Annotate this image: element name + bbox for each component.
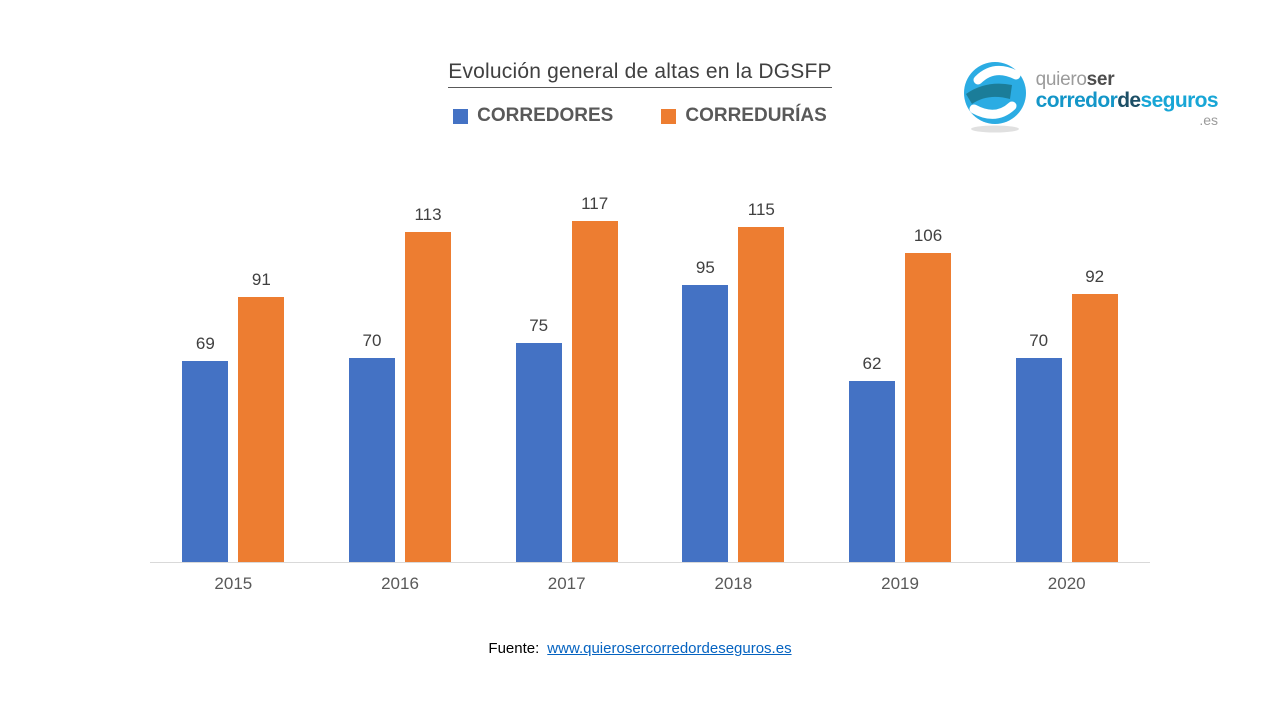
bar-value-label: 117 [581, 194, 609, 213]
bar-col-corredores-2020: 70 [1015, 331, 1062, 562]
bar-value-label: 92 [1085, 267, 1105, 286]
x-axis-label-2018: 2018 [714, 574, 753, 593]
source-link[interactable]: www.quierosercorredordeseguros.es [547, 640, 792, 657]
logo-word-ser: ser [1086, 69, 1115, 90]
chart-legend: CORREDORES CORREDURÍAS [0, 105, 1280, 127]
bar-corredurias-2018 [738, 227, 785, 562]
bar-chart: 69 91 70 113 75 117 95 115 62 106 70 92 [150, 194, 1150, 563]
x-axis: 2015 2016 2017 2018 2019 2020 [150, 574, 1150, 594]
x-axis-label-2020: 2020 [1047, 574, 1086, 593]
bar-value-label: 69 [195, 334, 215, 353]
bar-value-label: 62 [862, 354, 882, 373]
bar-value-label: 95 [695, 258, 715, 277]
bar-corredurias-2019 [905, 253, 952, 562]
bar-col-corredurias-2019: 106 [905, 226, 952, 562]
legend-item-corredores: CORREDORES [453, 105, 613, 127]
x-axis-label-2016: 2016 [381, 574, 419, 593]
bar-col-corredores-2016: 70 [349, 331, 395, 562]
bar-group-2016: 70 113 [317, 205, 484, 562]
legend-swatch-corredurias [661, 108, 677, 124]
legend-swatch-corredores [453, 108, 469, 124]
bar-value-label: 91 [251, 270, 271, 289]
bar-value-label: 70 [362, 331, 382, 350]
x-axis-label-2017: 2017 [547, 574, 586, 593]
bar-group-2019: 62 106 [817, 212, 984, 562]
bar-group-2015: 69 91 [150, 212, 317, 562]
logo-text: quieroser corredordeseguros .es [1035, 58, 1219, 128]
logo-line2: corredordeseguros [1035, 88, 1219, 112]
legend-label-corredurias: CORREDURÍAS [685, 105, 827, 126]
bar-col-corredores-2019: 62 [849, 354, 896, 562]
bar-corredores-2018 [682, 285, 729, 562]
bar-col-corredurias-2017: 117 [571, 194, 618, 562]
bar-col-corredurias-2015: 91 [238, 270, 285, 562]
logo-word-corredor: corredor [1035, 88, 1118, 112]
bar-col-corredores-2018: 95 [682, 258, 729, 562]
bar-corredores-2020 [1015, 358, 1062, 562]
bar-col-corredores-2017: 75 [515, 316, 562, 562]
bar-corredores-2019 [849, 381, 896, 562]
logo-word-seguros: seguros [1140, 88, 1219, 112]
logo-line1: quieroser [1036, 70, 1218, 90]
bar-corredores-2016 [349, 358, 395, 562]
bar-corredurias-2020 [1071, 294, 1118, 562]
bar-value-label: 75 [529, 316, 549, 335]
bar-corredurias-2017 [571, 221, 618, 562]
x-axis-label-2015: 2015 [214, 574, 253, 593]
logo-word-quiero: quiero [1035, 69, 1087, 90]
source-line: Fuente: www.quierosercorredordeseguros.es [0, 640, 1280, 657]
bar-group-2020: 70 92 [983, 212, 1150, 562]
logo-word-de: de [1117, 88, 1141, 112]
chart-header: Evolución general de altas en la DGSFP C… [0, 60, 1280, 127]
chart-title: Evolución general de altas en la DGSFP [448, 60, 832, 88]
bar-value-label: 113 [414, 205, 442, 224]
bar-col-corredurias-2020: 92 [1071, 267, 1118, 562]
bar-col-corredores-2015: 69 [182, 334, 229, 562]
legend-item-corredurias: CORREDURÍAS [661, 105, 827, 127]
bar-corredurias-2015 [238, 297, 285, 562]
bar-corredores-2017 [515, 343, 562, 562]
legend-label-corredores: CORREDORES [477, 105, 614, 126]
bar-corredores-2015 [182, 361, 229, 562]
bar-value-label: 115 [747, 200, 775, 219]
bar-col-corredurias-2018: 115 [738, 200, 785, 562]
logo: quieroser corredordeseguros .es [960, 58, 1219, 139]
source-label: Fuente: [488, 640, 540, 657]
logo-tld: .es [1199, 111, 1218, 128]
bar-group-2017: 75 117 [483, 194, 650, 562]
bar-col-corredurias-2016: 113 [405, 205, 451, 562]
bar-group-2018: 95 115 [650, 200, 817, 562]
bar-value-label: 106 [913, 226, 943, 245]
bar-corredurias-2016 [405, 232, 451, 562]
logo-s-icon [960, 58, 1030, 139]
bar-value-label: 70 [1029, 331, 1049, 350]
x-axis-label-2019: 2019 [881, 574, 919, 593]
